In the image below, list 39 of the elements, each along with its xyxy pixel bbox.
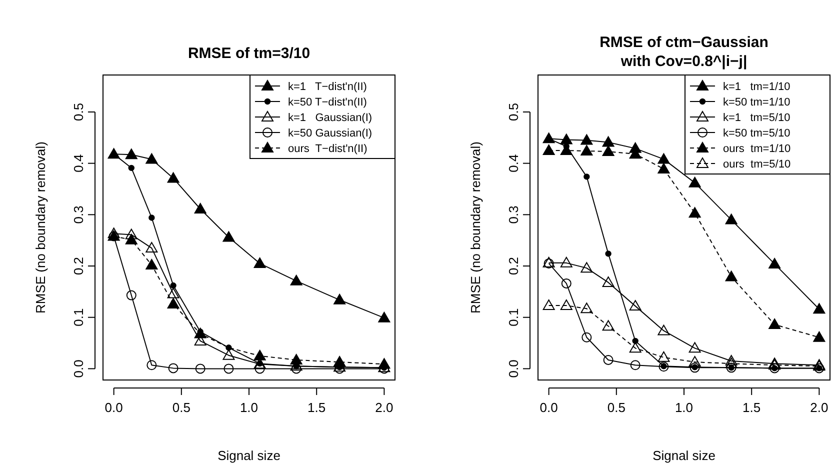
y-tick-label: 0.3 (71, 206, 86, 224)
legend-label: k=1 Gaussian(I) (288, 112, 372, 124)
legend-label: k=50 T−dist'n(II) (288, 96, 367, 108)
y-tick-label: 0.2 (506, 256, 521, 276)
y-axis-title: RMSE (no boundary removal) (33, 142, 48, 314)
x-tick-label: 1.0 (674, 400, 694, 415)
y-tick-label: 0.5 (506, 102, 521, 122)
x-tick-label: 2.0 (810, 400, 828, 415)
y-tick-label: 0.0 (506, 360, 521, 378)
x-axis-title: Signal size (218, 448, 280, 463)
chart-title: RMSE of tm=3/10 (188, 45, 310, 62)
x-tick-label: 0.5 (607, 400, 626, 415)
y-tick-label: 0.1 (506, 308, 521, 326)
chart-title: RMSE of ctm−Gaussian with Cov=0.8^|i−j| (600, 34, 768, 70)
y-tick-label: 0.4 (506, 154, 521, 172)
y-tick-label: 0.2 (71, 256, 86, 276)
legend-label: k=50 tm=5/10 (723, 128, 790, 140)
legend-label: k=1 tm=5/10 (723, 112, 790, 124)
y-tick-label: 0.0 (71, 360, 86, 378)
legend-label: k=50 tm=1/10 (723, 96, 790, 108)
legend-label: k=50 Gaussian(I) (288, 128, 372, 140)
legend-label: k=1 T−dist'n(II) (288, 81, 367, 93)
x-tick-label: 0.5 (172, 400, 190, 415)
y-tick-label: 0.4 (71, 154, 86, 172)
x-tick-label: 1.5 (742, 400, 761, 415)
y-tick-label: 0.5 (71, 102, 86, 122)
legend-label: ours tm=5/10 (723, 158, 791, 170)
x-tick-label: 0.0 (104, 400, 123, 415)
legend-label: k=1 tm=1/10 (723, 81, 790, 93)
x-tick-label: 1.5 (308, 400, 326, 415)
legend-label: ours T−dist'n(II) (288, 143, 368, 155)
x-tick-label: 0.0 (540, 400, 558, 415)
y-tick-label: 0.3 (506, 206, 521, 224)
y-tick-label: 0.1 (71, 308, 86, 326)
x-tick-label: 2.0 (375, 400, 394, 415)
y-axis-title: RMSE (no boundary removal) (468, 142, 483, 314)
x-axis-title: Signal size (652, 448, 716, 463)
x-tick-label: 1.0 (240, 400, 258, 415)
legend-label: ours tm=1/10 (723, 143, 791, 155)
